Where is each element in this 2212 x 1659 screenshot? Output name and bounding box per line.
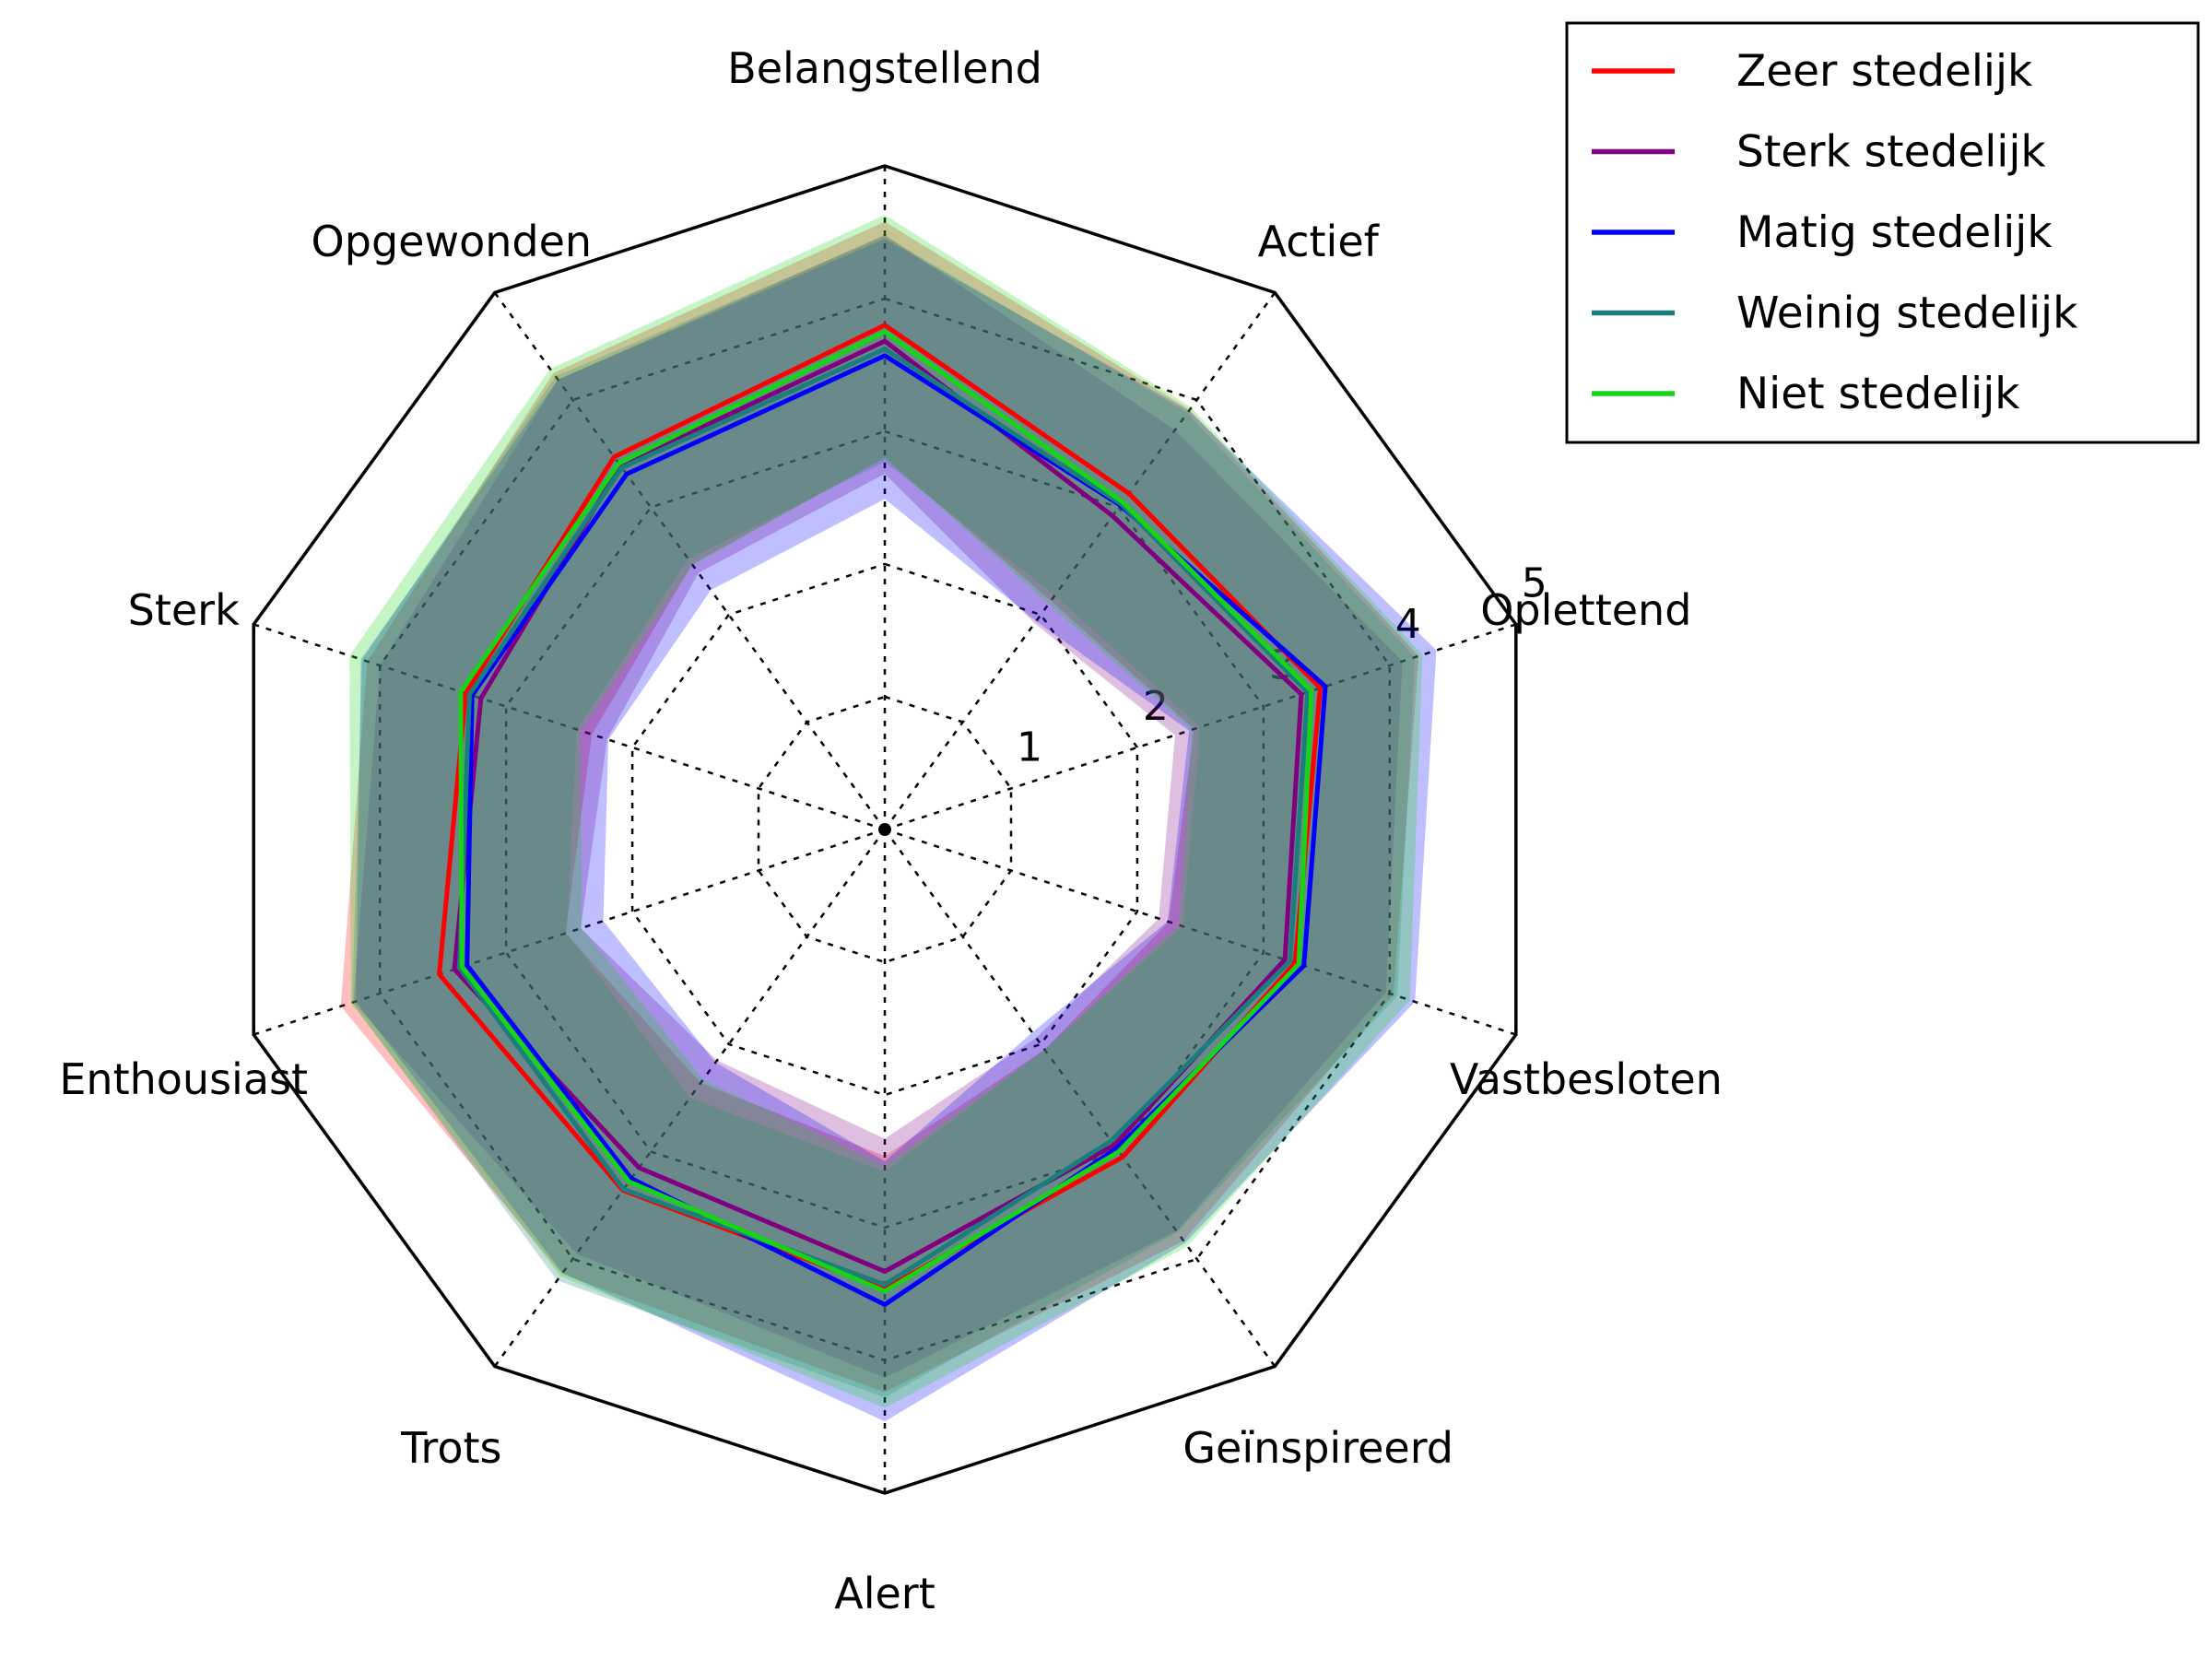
axis-label-trots: Trots — [400, 1423, 501, 1473]
legend-label: Niet stedelijk — [1736, 369, 2020, 419]
grid-ring-3 — [504, 429, 1265, 1230]
legend-item: Matig stedelijk — [1592, 207, 2053, 258]
tick-label-5: 5 — [1522, 560, 1547, 607]
grid-layer — [252, 164, 1518, 1495]
axis-label-actief: Actief — [1258, 217, 1381, 266]
axis-label-opgewonden: Opgewonden — [312, 217, 592, 266]
legend-label: Zeer stedelijk — [1736, 46, 2033, 97]
center-dot — [878, 823, 891, 836]
grid-ring-2 — [630, 562, 1139, 1097]
series-line-niet-stedelijk — [458, 329, 1314, 1294]
tick-label-2: 2 — [1143, 683, 1169, 730]
tick-label-1: 1 — [1017, 724, 1042, 771]
legend: Zeer stedelijk Sterk stedelijk Matig stede… — [1565, 21, 2200, 444]
axis-label-vastbesloten: Vastbesloten — [1450, 1054, 1723, 1104]
legend-label: Sterk stedelijk — [1736, 127, 2046, 178]
legend-item: Sterk stedelijk — [1592, 127, 2046, 178]
series-line-sterk-stedelijk — [452, 338, 1304, 1274]
axis-label-sterk: Sterk — [128, 585, 240, 635]
legend-label: Weinig stedelijk — [1736, 288, 2078, 339]
axis-label-belangstellend: Belangstellend — [727, 43, 1042, 93]
legend-item: Weinig stedelijk — [1592, 288, 2078, 339]
axis-label-alert: Alert — [834, 1569, 935, 1618]
axis-label-oplettend: Oplettend — [1480, 585, 1691, 635]
series-line-weinig-stedelijk — [457, 347, 1311, 1288]
legend-label: Matig stedelijk — [1736, 207, 2053, 258]
category-labels: Belangstellend Actief Oplettend Vastbeslote… — [59, 43, 1722, 1618]
legend-item: Niet stedelijk — [1592, 369, 2020, 419]
outer-frame — [252, 164, 1518, 1495]
axis-label-geïnspireerd: Geïnspireerd — [1182, 1423, 1453, 1473]
series-line-matig-stedelijk — [465, 353, 1328, 1307]
axis-label-enthousiast: Enthousiast — [59, 1054, 308, 1104]
legend-item: Zeer stedelijk — [1592, 46, 2033, 97]
tick-label-4: 4 — [1395, 601, 1421, 648]
lines-layer — [437, 323, 1328, 1307]
